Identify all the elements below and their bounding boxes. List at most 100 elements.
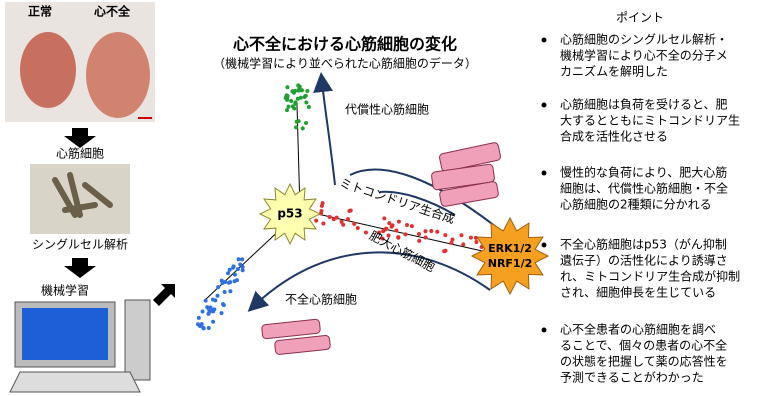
dot (303, 93, 308, 98)
dot (387, 221, 392, 226)
dot (377, 230, 382, 235)
dot (285, 85, 290, 90)
dot (236, 257, 241, 262)
dot (216, 285, 221, 290)
dot (394, 228, 399, 233)
dot (331, 217, 336, 222)
point-text: され、細胞伸長を生じている (560, 286, 716, 300)
dot (384, 226, 389, 231)
point-text: 心筋細胞は負荷を受けると、肥 (560, 97, 728, 112)
dot (240, 264, 245, 269)
dot (423, 229, 428, 234)
keyboard (9, 371, 141, 393)
bullet (541, 327, 547, 333)
dot (443, 233, 448, 238)
dot (409, 224, 414, 229)
dot (417, 231, 422, 236)
dot (206, 326, 211, 331)
dot (443, 248, 448, 253)
bullet (541, 242, 547, 248)
dot (459, 233, 464, 238)
dot (196, 315, 201, 320)
dot (321, 221, 326, 226)
dot (327, 214, 332, 219)
dot (231, 265, 236, 270)
dot (386, 233, 391, 238)
dot (228, 280, 233, 285)
arrow (313, 72, 336, 186)
label: 正常 (28, 4, 52, 19)
dot (405, 222, 410, 227)
pc-tower (124, 299, 151, 381)
dot (203, 298, 208, 303)
dot (320, 201, 325, 206)
dot (396, 219, 401, 224)
dot (305, 88, 310, 93)
dot (303, 121, 308, 126)
label: p53 (277, 207, 302, 221)
title: 心不全における心筋細胞の変化 (233, 35, 457, 54)
dot (292, 106, 297, 111)
bullet (541, 170, 547, 176)
dot (220, 302, 225, 307)
point-text: 予測できることがわかった (560, 370, 704, 385)
dot (286, 104, 291, 109)
dot (346, 217, 351, 222)
dot (206, 306, 211, 311)
dot (289, 98, 294, 103)
dot (300, 126, 305, 131)
dot (212, 307, 217, 312)
dot (227, 267, 232, 272)
dot (211, 297, 216, 302)
dot (363, 230, 368, 235)
dot (381, 229, 386, 234)
label: 不全心筋細胞 (285, 292, 357, 307)
dot (423, 235, 428, 240)
point-text: 不全心筋細胞はp53（がん抑制 (560, 237, 727, 252)
dot (294, 125, 299, 130)
cell-photo (30, 164, 130, 234)
dot (228, 289, 233, 294)
dot (238, 262, 243, 267)
dot (285, 108, 290, 113)
dot (283, 95, 288, 100)
label: 肥大心筋細胞 (367, 227, 438, 274)
dot (240, 257, 245, 262)
dot (314, 218, 319, 223)
dot (293, 88, 298, 93)
point-text: 合成を活性化させる (560, 129, 668, 144)
dot (211, 319, 216, 324)
dot (200, 309, 205, 314)
arrow (247, 251, 491, 312)
dot (298, 95, 303, 100)
dot (450, 237, 455, 242)
dot (341, 222, 346, 227)
dot (389, 224, 394, 229)
erk-star (470, 216, 550, 296)
point-text: カニズムを解明した (560, 64, 668, 79)
point-text: 心筋細胞のシングルセル解析・ (560, 32, 728, 47)
dot (382, 216, 387, 221)
bullet (541, 102, 547, 108)
dot (222, 289, 227, 294)
dot (334, 215, 339, 220)
dot (201, 326, 206, 331)
point-text: 大するとともにミトコンドリア生 (560, 114, 740, 128)
p53-star (258, 182, 322, 246)
dot (223, 280, 228, 285)
dot (468, 235, 473, 240)
label: 心筋細胞 (56, 146, 104, 161)
scale-bar (138, 117, 152, 119)
subtitle: （機械学習により並べられた心筋細胞のデータ） (213, 56, 477, 71)
dot (304, 100, 309, 105)
label: ERK1/2 (488, 242, 532, 255)
dot (299, 88, 304, 93)
dot (240, 268, 245, 273)
cells (52, 172, 113, 218)
point-text: 心不全患者の心筋細胞を調べ (560, 322, 716, 337)
arrow (153, 284, 175, 306)
arrow (64, 128, 96, 148)
arrow (349, 168, 501, 231)
dot (449, 240, 454, 245)
